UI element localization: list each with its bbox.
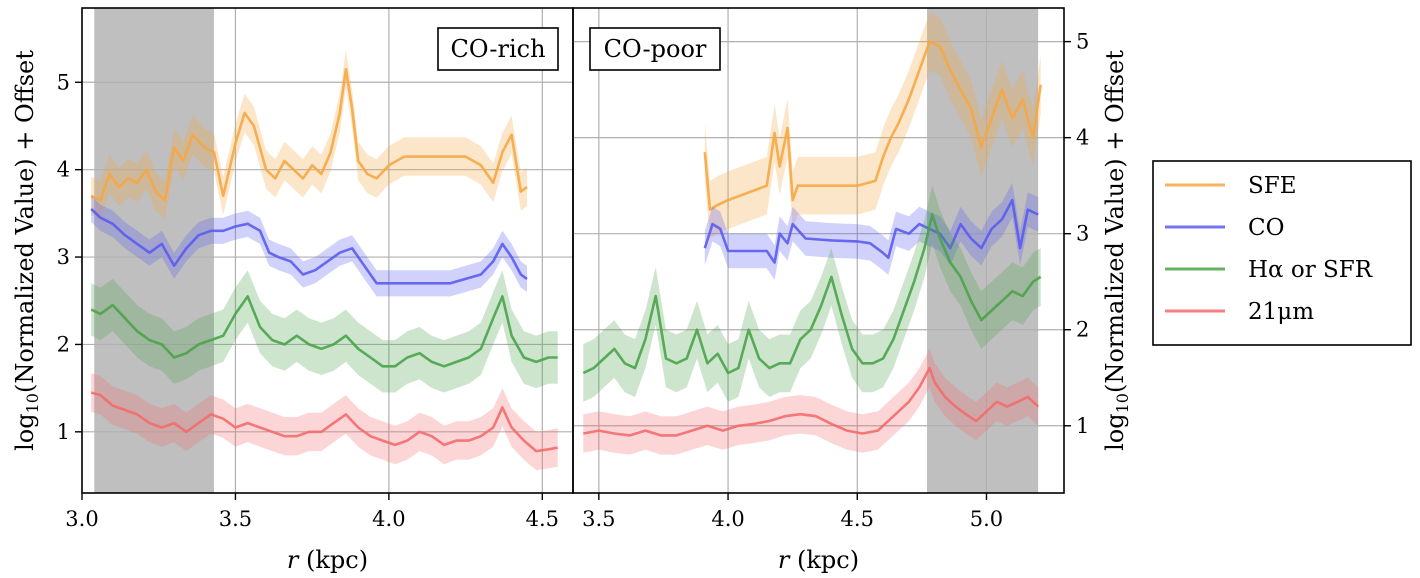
- y-tick-label-3: 4: [57, 158, 70, 182]
- legend-label-2: Hα or SFR: [1248, 257, 1373, 283]
- panel-tag: CO-rich: [450, 35, 545, 63]
- x-axis-label: r (kpc): [287, 546, 368, 574]
- y-tick-label-4: 5: [57, 70, 70, 94]
- panel-co-rich: 3.0 3.5 4.0 4.5 1 2 3 4 5 r (kpc) log10(Normalized…: [11, 8, 573, 574]
- legend-label-3: 21μm: [1248, 299, 1314, 325]
- x-axis-label: r (kpc): [778, 546, 859, 574]
- y-tick-label-3: 4: [1076, 126, 1089, 150]
- y-tick-label-0: 1: [57, 420, 70, 444]
- x-tick-label-1: 3.5: [219, 507, 252, 531]
- legend-label-1: CO: [1248, 215, 1284, 241]
- x-tick-label-1: 4.0: [711, 507, 744, 531]
- legend: SFE CO Hα or SFR 21μm: [1153, 161, 1411, 345]
- x-tick-label-2: 4.5: [841, 507, 874, 531]
- x-tick-label-0: 3.0: [65, 507, 98, 531]
- y-tick-label-1: 2: [57, 332, 70, 356]
- legend-label-0: SFE: [1248, 173, 1297, 199]
- x-tick-label-0: 3.5: [582, 507, 615, 531]
- x-tick-label-2: 4.0: [372, 507, 405, 531]
- y-tick-label-0: 1: [1076, 414, 1089, 438]
- panel-tag: CO-poor: [604, 35, 707, 63]
- y-tick-label-2: 3: [1076, 222, 1089, 246]
- y-axis-label: log10(Normalized Value) + Offset: [11, 50, 42, 451]
- y-axis-label: log10(Normalized Value) + Offset: [1101, 50, 1132, 451]
- x-tick-label-3: 5.0: [970, 507, 1003, 531]
- y-tick-label-2: 3: [57, 245, 70, 269]
- panel-co-poor: 3.5 4.0 4.5 5.0 1 2 3 4 5 r (kpc) log10(Normalized…: [573, 8, 1132, 574]
- y-tick-label-4: 5: [1076, 30, 1089, 54]
- x-tick-label-3: 4.5: [526, 507, 559, 531]
- y-tick-label-1: 2: [1076, 318, 1089, 342]
